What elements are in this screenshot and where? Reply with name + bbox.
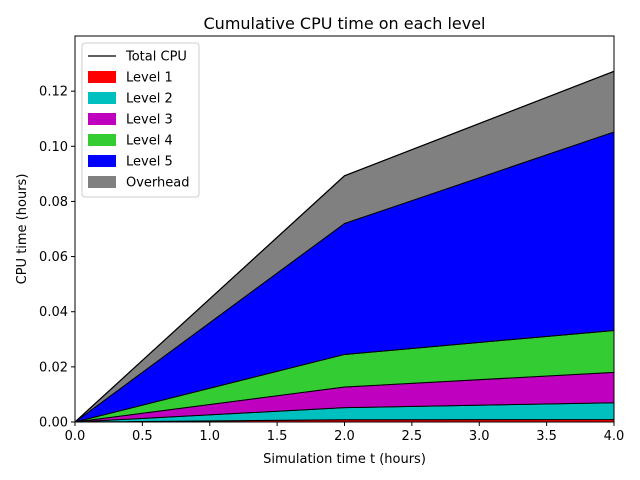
legend-swatch-overhead (88, 176, 116, 188)
y-tick-label: 0.08 (39, 195, 68, 210)
x-tick-label: 4.0 (604, 429, 625, 444)
x-tick-label: 2.0 (334, 429, 355, 444)
total-cpu-line-group (74, 70, 615, 423)
y-tick-label: 0.04 (39, 305, 68, 320)
legend-swatch-level-3 (88, 113, 116, 125)
x-axis-ticks: 0.0 0.5 1.0 1.5 2.0 2.5 3.0 3.5 4.0 (65, 422, 625, 444)
y-tick-label: 0.00 (39, 416, 68, 431)
legend-label-total-cpu: Total CPU (125, 50, 187, 65)
legend-label-level-5: Level 5 (126, 155, 173, 170)
legend-swatch-level-4 (88, 134, 116, 146)
legend-label-level-1: Level 1 (126, 71, 173, 86)
y-tick-label: 0.12 (39, 85, 68, 100)
x-tick-label: 1.5 (267, 429, 288, 444)
x-tick-label: 3.0 (469, 429, 490, 444)
legend: Total CPU Level 1 Level 2 Level 3 Level 4 Lev… (81, 42, 200, 198)
x-tick-label: 0.0 (65, 429, 86, 444)
y-tick-label: 0.02 (39, 360, 68, 375)
x-tick-label: 1.0 (199, 429, 220, 444)
legend-label-level-3: Level 3 (126, 113, 173, 128)
y-axis-label: CPU time (hours) (15, 174, 30, 285)
x-tick-label: 0.5 (132, 429, 153, 444)
legend-swatch-level-5 (88, 155, 116, 167)
y-tick-label: 0.06 (39, 250, 68, 265)
legend-label-level-2: Level 2 (126, 92, 173, 107)
x-axis-label: Simulation time t (hours) (263, 452, 426, 467)
legend-swatch-level-1 (88, 71, 116, 83)
chart-title: Cumulative CPU time on each level (204, 14, 486, 33)
legend-swatch-level-2 (88, 92, 116, 104)
y-tick-label: 0.10 (39, 140, 68, 155)
x-tick-label: 3.5 (536, 429, 557, 444)
legend-label-level-4: Level 4 (126, 134, 173, 149)
total-cpu-line (74, 70, 615, 423)
x-tick-label: 2.5 (402, 429, 423, 444)
legend-label-overhead: Overhead (126, 176, 190, 191)
y-axis-ticks: 0.00 0.02 0.04 0.06 0.08 0.10 0.12 (39, 85, 75, 431)
